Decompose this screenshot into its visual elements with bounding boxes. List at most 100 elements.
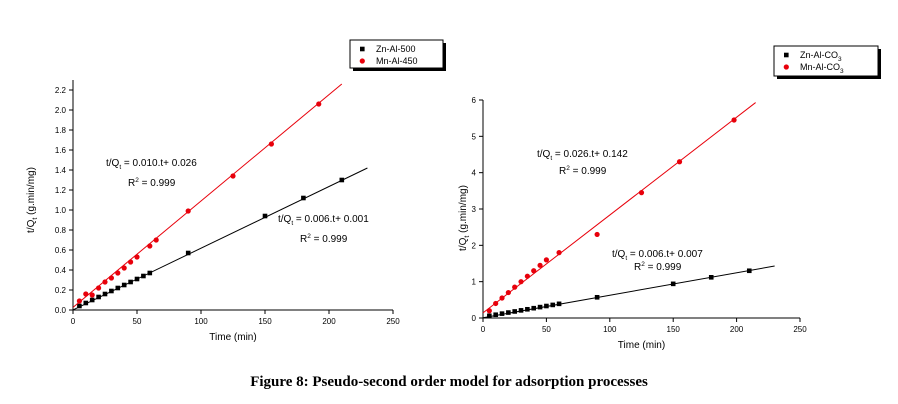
data-point [518, 279, 524, 285]
y-tick-label: 2.0 [55, 106, 67, 115]
y-axis-label: t/Qt (g.min/mg) [26, 167, 39, 233]
data-point [153, 237, 159, 243]
r-squared-label: R2 = 0.999 [128, 177, 176, 189]
equation-label: t/Qt = 0.010.t+ 0.026 [106, 158, 197, 171]
data-point [512, 309, 517, 314]
data-point [512, 284, 518, 290]
data-point [89, 292, 95, 298]
data-point [147, 243, 153, 249]
data-point [487, 313, 492, 319]
data-point [262, 213, 268, 219]
y-tick-label: 1 [472, 278, 477, 287]
fit-line-2 [72, 83, 343, 308]
data-point [83, 300, 89, 306]
data-point [121, 282, 127, 288]
y-axis-label: t/Qt (g.min/mg) [458, 185, 471, 251]
legend-label: Mn-Al-CO3 [800, 62, 844, 75]
legend-marker [359, 58, 365, 64]
x-axis-label: Time (min) [618, 340, 665, 351]
data-point [638, 190, 645, 196]
chart-1: 0 50 100 150 200 250 0.0 0.2 0.4 0.6 0.8 1.0 1.2 1.4 1… [26, 39, 446, 343]
x-tick-label: 250 [793, 325, 807, 334]
data-point [268, 141, 274, 147]
x-tick-label: 0 [71, 317, 76, 326]
legend-label: Mn-Al-450 [376, 56, 418, 66]
data-point [531, 268, 537, 274]
data-point [128, 279, 133, 285]
data-point [109, 288, 114, 294]
legend-label: Zn-Al-500 [376, 44, 416, 54]
data-point [115, 270, 121, 276]
x-tick-label: 200 [730, 325, 744, 334]
data-point [524, 273, 530, 279]
data-point [185, 250, 191, 256]
legend-label: Zn-Al-CO3 [800, 50, 842, 63]
legend-marker [360, 46, 365, 52]
y-tick-label: 2 [472, 241, 477, 250]
data-point [537, 262, 543, 268]
data-point [89, 297, 95, 303]
data-point [499, 295, 505, 301]
x-tick-label: 0 [481, 325, 486, 334]
data-point [115, 285, 121, 291]
data-point [670, 281, 676, 287]
data-point [493, 300, 499, 307]
x-tick-label: 50 [133, 317, 142, 326]
data-point [731, 117, 737, 123]
fit-line-2 [482, 102, 756, 314]
legend-marker [783, 64, 789, 70]
data-point [544, 303, 549, 309]
legend [773, 45, 879, 77]
data-point [556, 250, 562, 256]
y-tick-label: 1.0 [55, 206, 67, 215]
data-point [486, 308, 492, 314]
x-tick-label: 50 [542, 325, 551, 334]
data-point [76, 298, 82, 304]
data-point [128, 259, 134, 265]
data-point [505, 289, 511, 296]
chart-2: 0 50 100 150 200 250 0 1 2 3 4 5 6 Time (min) t/Qt (g.… [458, 45, 881, 351]
data-point [499, 311, 505, 316]
data-point [594, 231, 600, 238]
data-point [556, 301, 562, 307]
data-point [121, 265, 127, 271]
y-tick-label: 0.0 [55, 306, 67, 315]
data-point [147, 270, 153, 276]
data-point [676, 159, 683, 165]
y-tick-label: 6 [472, 96, 477, 105]
x-tick-label: 150 [667, 325, 681, 334]
y-tick-label: 0.6 [55, 246, 67, 255]
legend [349, 39, 444, 69]
x-tick-label: 250 [386, 317, 400, 326]
data-point [506, 310, 511, 315]
data-point [531, 305, 537, 311]
data-point [230, 173, 236, 179]
y-tick-label: 0.2 [55, 286, 67, 295]
y-tick-label: 3 [472, 205, 477, 214]
x-tick-label: 100 [603, 325, 617, 334]
data-point [518, 308, 524, 313]
equation-label: t/Qt = 0.006.t+ 0.007 [612, 249, 703, 262]
equation-label: t/Qt = 0.026.t+ 0.142 [537, 149, 628, 162]
r-squared-label: R2 = 0.999 [300, 233, 348, 245]
data-point [83, 291, 89, 297]
r-squared-label: R2 = 0.999 [559, 165, 607, 177]
data-point [185, 208, 191, 214]
y-tick-label: 0 [472, 314, 477, 323]
y-tick-label: 2.2 [55, 86, 67, 95]
y-tick-label: 1.2 [55, 186, 67, 195]
data-point [316, 101, 322, 107]
figure-caption: Figure 8: Pseudo-second order model for … [250, 374, 648, 390]
x-tick-label: 150 [258, 317, 272, 326]
data-point [102, 279, 108, 285]
data-point [543, 257, 550, 263]
data-point [96, 285, 102, 291]
data-point [708, 275, 714, 280]
y-tick-label: 1.8 [55, 126, 67, 135]
x-axis-label: Time (min) [209, 332, 256, 343]
data-point [537, 304, 543, 310]
x-tick-label: 100 [194, 317, 208, 326]
data-point [77, 303, 82, 309]
y-tick-label: 4 [472, 169, 477, 178]
